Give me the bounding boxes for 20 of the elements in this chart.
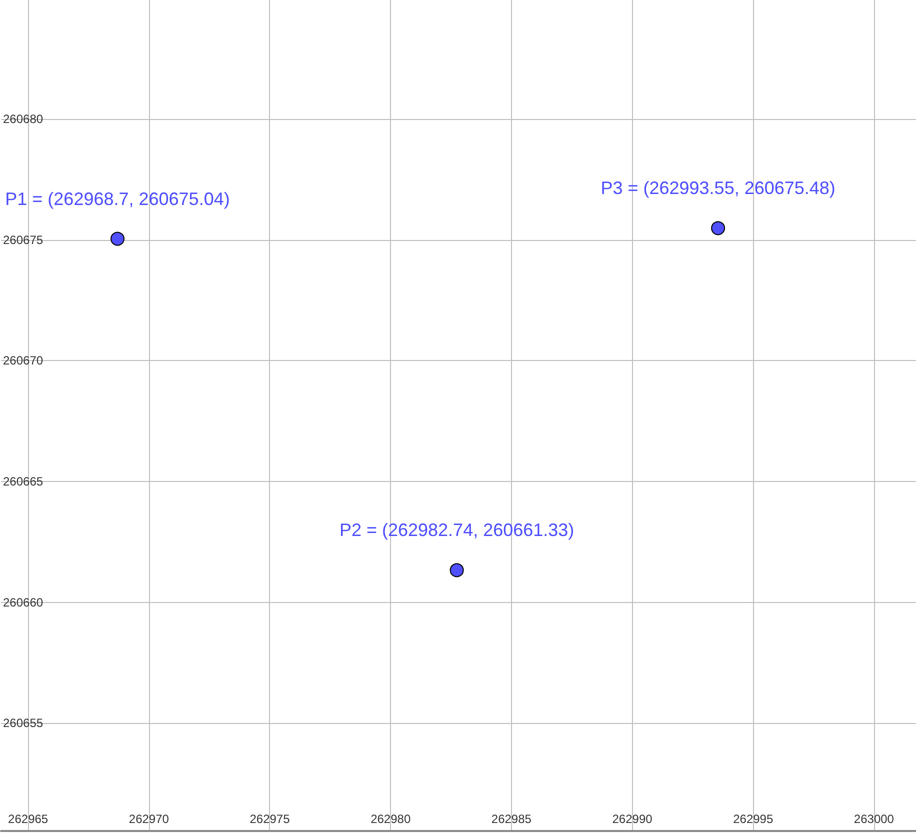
x-tick-label: 263000: [854, 812, 894, 826]
x-tick-label: 262985: [491, 812, 532, 826]
y-tick-label: 260665: [3, 474, 44, 488]
x-tick-label: 262975: [250, 812, 290, 826]
point: [450, 563, 464, 578]
x-tick-label: 262965: [8, 812, 48, 826]
x-tick-label: 262995: [733, 812, 774, 826]
y-tick-label: 260655: [3, 716, 44, 730]
point: [711, 221, 726, 236]
x-tick-label: 262980: [370, 812, 411, 826]
y-tick-label: 260660: [3, 595, 44, 610]
x-tick-label: 262970: [128, 812, 170, 826]
y-tick-label: 260670: [3, 354, 44, 368]
x-tick-label: 262990: [612, 812, 653, 826]
data-label: P3 = (262993.55, 260675.48): [600, 178, 836, 198]
data-label: P1 = (262968.7, 260675.04): [5, 188, 230, 209]
data-label: P2 = (262982.74, 260661.33): [339, 520, 574, 540]
point: [110, 232, 124, 246]
y-tick-label: 260675: [3, 232, 44, 247]
y-tick-label: 260680: [3, 112, 44, 126]
